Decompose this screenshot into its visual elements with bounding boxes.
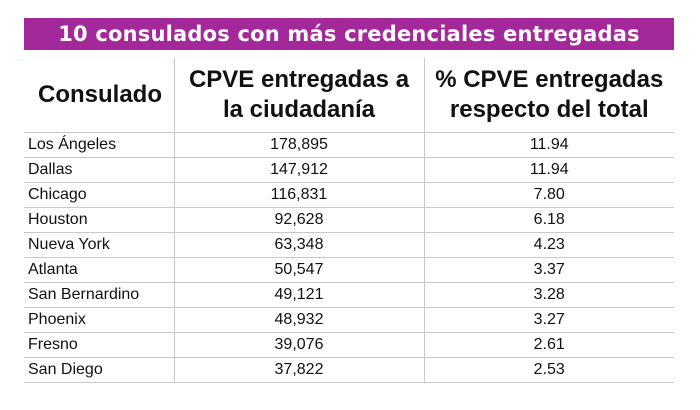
cell-entregadas: 39,076 bbox=[173, 332, 424, 358]
header-row: Consulado CPVE entregadas a la ciudadaní… bbox=[24, 58, 674, 133]
cell-porcentaje: 11.94 bbox=[423, 157, 674, 183]
consulados-table: Consulado CPVE entregadas a la ciudadaní… bbox=[24, 58, 674, 383]
cell-entregadas: 49,121 bbox=[173, 282, 424, 308]
cell-porcentaje: 6.18 bbox=[423, 207, 674, 233]
table-row: Dallas 147,912 11.94 bbox=[24, 157, 674, 183]
header-porcentaje: % CPVE entregadas respecto del total bbox=[423, 58, 674, 133]
cell-porcentaje: 11.94 bbox=[423, 132, 674, 158]
header-entregadas: CPVE entregadas a la ciudadanía bbox=[173, 58, 424, 133]
cell-entregadas: 48,932 bbox=[173, 307, 424, 333]
cell-consulado: Fresno bbox=[24, 332, 174, 358]
cell-consulado: Atlanta bbox=[24, 257, 174, 283]
cell-entregadas: 37,822 bbox=[173, 357, 424, 383]
table-row: Los Ángeles 178,895 11.94 bbox=[24, 132, 674, 158]
table-row: San Bernardino 49,121 3.28 bbox=[24, 282, 674, 308]
cell-consulado: Nueva York bbox=[24, 232, 174, 258]
cell-consulado: Dallas bbox=[24, 157, 174, 183]
cell-entregadas: 178,895 bbox=[173, 132, 424, 158]
cell-porcentaje: 3.28 bbox=[423, 282, 674, 308]
cell-entregadas: 116,831 bbox=[173, 182, 424, 208]
table-row: Phoenix 48,932 3.27 bbox=[24, 307, 674, 333]
cell-porcentaje: 7.80 bbox=[423, 182, 674, 208]
cell-entregadas: 92,628 bbox=[173, 207, 424, 233]
cell-consulado: Phoenix bbox=[24, 307, 174, 333]
cell-consulado: San Diego bbox=[24, 357, 174, 383]
cell-porcentaje: 2.53 bbox=[423, 357, 674, 383]
cell-porcentaje: 4.23 bbox=[423, 232, 674, 258]
cell-consulado: San Bernardino bbox=[24, 282, 174, 308]
cell-porcentaje: 3.37 bbox=[423, 257, 674, 283]
cell-consulado: Houston bbox=[24, 207, 174, 233]
header-consulado: Consulado bbox=[24, 58, 174, 133]
cell-porcentaje: 3.27 bbox=[423, 307, 674, 333]
table-row: Atlanta 50,547 3.37 bbox=[24, 257, 674, 283]
table-row: San Diego 37,822 2.53 bbox=[24, 357, 674, 383]
table-row: Fresno 39,076 2.61 bbox=[24, 332, 674, 358]
cell-consulado: Los Ángeles bbox=[24, 132, 174, 158]
cell-consulado: Chicago bbox=[24, 182, 174, 208]
cell-entregadas: 50,547 bbox=[173, 257, 424, 283]
table-row: Chicago 116,831 7.80 bbox=[24, 182, 674, 208]
cell-entregadas: 63,348 bbox=[173, 232, 424, 258]
cell-porcentaje: 2.61 bbox=[423, 332, 674, 358]
table-row: Houston 92,628 6.18 bbox=[24, 207, 674, 233]
cell-entregadas: 147,912 bbox=[173, 157, 424, 183]
table-row: Nueva York 63,348 4.23 bbox=[24, 232, 674, 258]
table-title: 10 consulados con más credenciales entre… bbox=[24, 18, 674, 50]
